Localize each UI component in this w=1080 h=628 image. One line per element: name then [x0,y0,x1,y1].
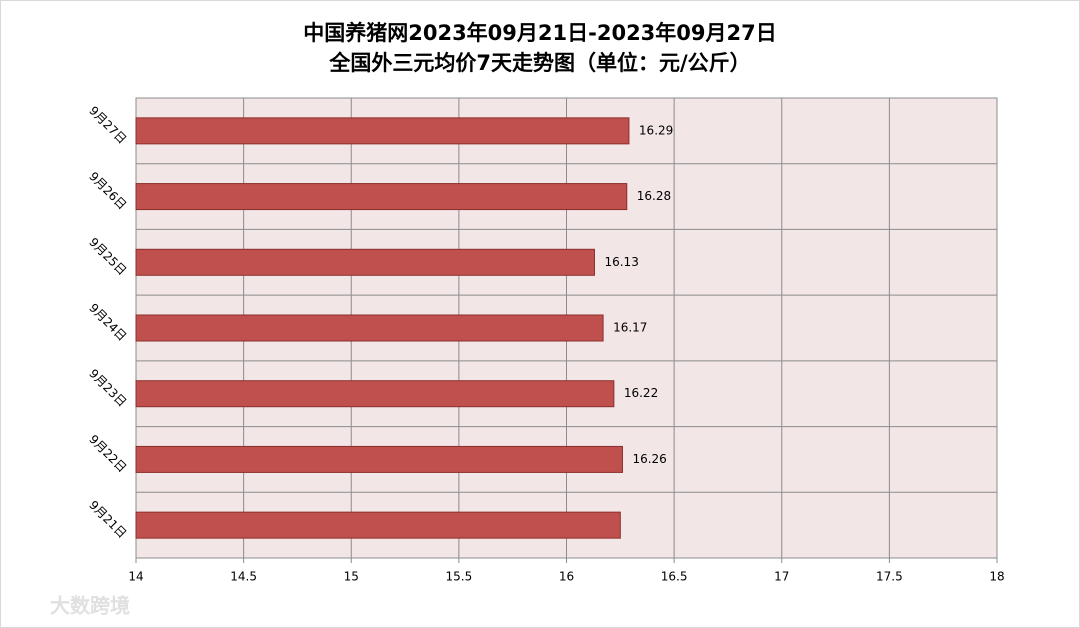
data-label: 16.17 [613,321,647,335]
x-tick-label: 14 [128,570,143,584]
data-label: 16.22 [624,386,658,400]
x-tick-label: 16 [559,570,574,584]
data-label: 16.29 [639,123,673,137]
bar [135,248,595,276]
chart-subtitle: 全国外三元均价7天走势图（单位：元/公斤） [328,51,750,75]
data-label: 16.13 [604,255,638,269]
x-tick-label: 14.5 [230,570,257,584]
x-tick-label: 18 [989,570,1004,584]
x-tick-label: 17 [774,570,789,584]
data-label: 16.28 [637,189,671,203]
x-tick-label: 16.5 [661,570,688,584]
x-tick-label: 15.5 [446,570,473,584]
bar [135,314,604,342]
bar [135,511,621,539]
bar [135,380,615,408]
data-label: 16.26 [632,452,666,466]
x-tick-label: 17.5 [876,570,903,584]
chart-title: 中国养猪网2023年09月21日-2023年09月27日 [303,21,777,45]
x-tick-label: 15 [344,570,359,584]
bar [135,445,623,473]
bar [135,117,630,145]
bar [135,183,628,211]
watermark: 大数跨境 [50,594,130,618]
